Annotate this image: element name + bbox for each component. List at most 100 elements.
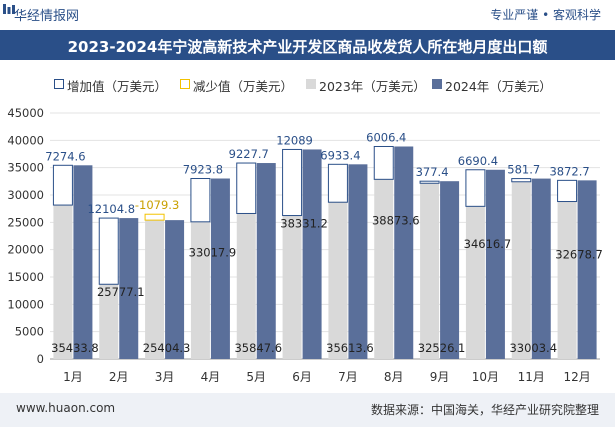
label-2024-5: 35847.6 [234,341,282,355]
bar-2024-12 [577,180,597,359]
label-change-12: 3872.7 [549,164,589,178]
label-2024-2: 25777.1 [97,285,145,299]
bar-2023-7 [328,202,348,359]
bar-2024-11 [531,178,551,359]
x-tick-label-6: 6月 [292,370,312,384]
chart-title: 2023-2024年宁波高新技术产业开发区商品收发货人所在地月度出口额 [67,38,548,56]
brand-name: 华经情报网 [14,9,80,24]
y-tick-label-5000: 5000 [15,325,44,339]
bar-increase-5 [236,162,257,214]
bar-2023-10 [465,206,485,359]
bar-2023-12 [557,201,577,359]
bar-2024-3 [165,220,185,359]
bar-2024-5 [256,163,276,359]
legend-label-increase: 增加值（万美元） [67,79,168,94]
bar-2024-6 [302,149,322,359]
bar-increase-11 [511,178,532,183]
bar-2024-1 [73,165,93,359]
y-tick-label-15000: 15000 [7,270,44,284]
y-tick-label-40000: 40000 [7,133,44,147]
label-change-11: 581.7 [507,163,540,177]
x-tick-label-12: 12月 [563,370,590,384]
x-tick-label-5: 5月 [246,370,266,384]
legend-label-decrease: 减少值（万美元） [193,79,294,94]
x-tick-label-1: 1月 [63,370,83,384]
x-tick-label-11: 11月 [518,370,545,384]
bar-increase-2 [98,217,119,285]
label-change-7: 6933.4 [320,148,360,162]
label-2024-9: 32526.1 [418,341,466,355]
footer-source: 数据来源：中国海关，华经产业研究院整理 [370,403,599,417]
footer-bar: www.huaon.com 数据来源：中国海关，华经产业研究院整理 [0,393,615,427]
bar-increase-6 [282,148,303,217]
label-change-4: 7923.8 [183,163,223,177]
bar-2023-5 [236,213,256,359]
label-2024-1: 35433.8 [51,341,99,355]
label-2024-10: 34616.7 [464,237,512,251]
bar-2024-4 [210,178,230,359]
label-change-1: 7274.6 [45,149,85,163]
legend-swatch-2023 [306,79,316,89]
bar-decrease-3 [144,213,165,221]
label-2024-3: 25404.3 [143,341,191,355]
bar-2024-9 [440,181,460,359]
legend-label-2023: 2023年（万美元） [319,79,426,94]
label-change-6: 12089 [276,133,313,147]
footer-website: www.huaon.com [16,401,116,415]
y-tick-label-45000: 45000 [7,106,44,120]
y-tick-label-30000: 30000 [7,188,44,202]
brand-slogan: 专业严谨 • 客观科学 [490,8,601,22]
label-change-8: 6006.4 [366,130,406,144]
y-tick-label-0: 0 [37,352,44,366]
y-tick-label-10000: 10000 [7,297,44,311]
bar-increase-10 [465,169,486,207]
label-change-9: 377.4 [416,165,449,179]
chart-plot: 0 5000 10000 15000 20000 25000 30000 35000 40000… [7,106,603,384]
bar-2023-2 [99,284,119,359]
legend-swatch-decrease [180,79,190,89]
brand-logo-icon [3,4,15,14]
label-change-2: 12104.8 [87,202,135,216]
y-tick-label-25000: 25000 [7,215,44,229]
y-tick-label-20000: 20000 [7,243,44,257]
legend-label-2024: 2024年（万美元） [445,79,552,94]
label-2024-12: 32678.7 [555,247,603,261]
bar-2023-1 [53,205,73,359]
label-2024-4: 33017.9 [189,246,237,260]
bar-2023-8 [374,179,394,359]
title-bar: 2023-2024年宁波高新技术产业开发区商品收发货人所在地月度出口额 [0,30,615,60]
label-change-10: 6690.4 [458,154,498,168]
legend-swatch-increase [54,79,64,89]
bar-2024-10 [485,169,505,359]
bar-increase-1 [52,164,73,206]
bar-2023-4 [190,221,210,359]
legend-swatch-2024 [432,79,442,89]
bar-2023-9 [420,183,440,359]
label-2024-6: 38331.2 [280,216,328,230]
label-2024-8: 38873.6 [372,213,420,227]
x-tick-label-3: 3月 [155,370,175,384]
bar-2023-11 [511,181,531,359]
x-tick-label-10: 10月 [472,370,499,384]
x-tick-label-9: 9月 [430,370,450,384]
bar-increase-7 [327,163,348,203]
x-tick-label-4: 4月 [201,370,221,384]
label-2024-7: 35613.6 [326,341,374,355]
bar-2023-6 [282,215,302,359]
top-bar: 华经情报网 专业严谨 • 客观科学 [0,0,615,28]
label-change-5: 9227.7 [229,147,269,161]
bar-increase-12 [557,179,578,203]
x-tick-label-7: 7月 [338,370,358,384]
bar-2024-2 [119,218,139,359]
bar-increase-4 [190,178,211,223]
bar-2024-7 [348,164,368,359]
x-tick-label-2: 2月 [109,370,129,384]
bar-increase-8 [373,145,394,180]
label-2024-11: 33003.4 [509,341,557,355]
bar-increase-9 [419,180,440,184]
label-change-3: -1079.3 [135,198,179,212]
y-tick-label-35000: 35000 [7,161,44,175]
bar-2023-3 [145,214,165,359]
x-tick-label-8: 8月 [384,370,404,384]
bar-2024-8 [394,146,414,359]
